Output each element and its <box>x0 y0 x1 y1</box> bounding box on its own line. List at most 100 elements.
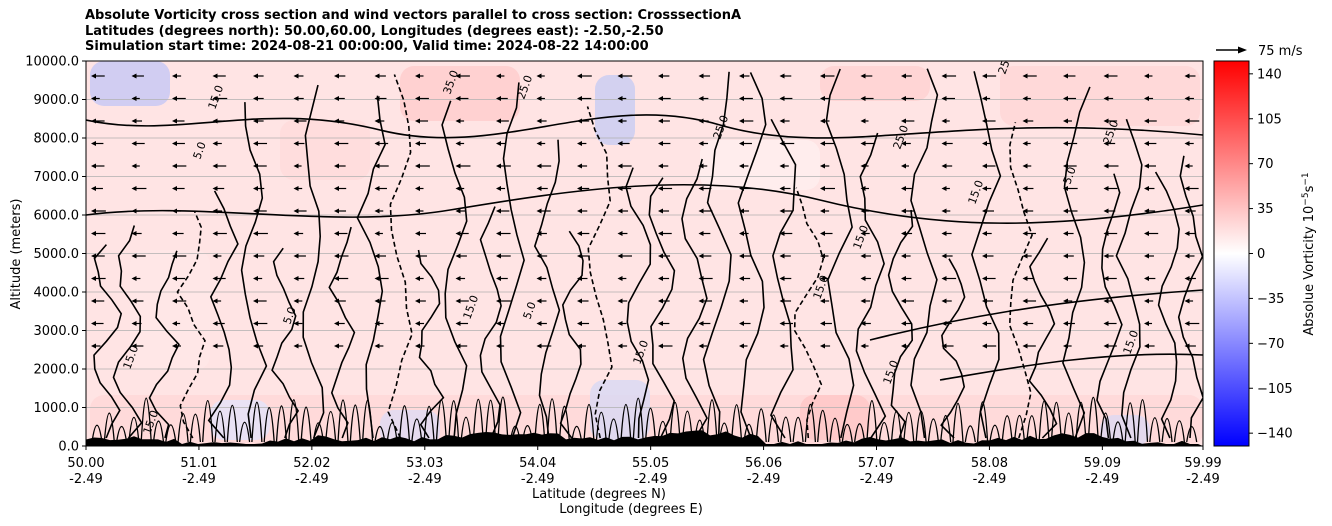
contour-line <box>1028 237 1058 439</box>
contour-line <box>825 68 855 439</box>
wind-vector-head <box>536 276 542 281</box>
wind-vector-head <box>860 96 866 101</box>
wind-vector-head <box>779 253 785 259</box>
wind-vector-head <box>455 186 461 191</box>
wind-vector-head <box>617 141 623 146</box>
wind-vector-head <box>1063 141 1068 146</box>
wind-vector-head <box>496 231 501 236</box>
contour-line <box>300 406 312 443</box>
contour-line <box>112 225 143 439</box>
wind-vector-head <box>212 253 218 259</box>
wind-vector-head <box>455 231 461 236</box>
contour-line <box>1008 122 1033 439</box>
contour-line <box>361 399 374 443</box>
wind-vector-head <box>820 253 825 259</box>
field-patch <box>820 66 930 101</box>
wind-vector-head <box>698 141 704 146</box>
wind-vector-head <box>617 96 623 101</box>
contour-line <box>730 404 743 443</box>
wind-vector-head <box>374 118 380 124</box>
wind-vector-head <box>91 231 96 236</box>
wind-vector-head <box>901 231 906 236</box>
contour-line <box>989 424 1001 443</box>
wind-vector-head <box>982 141 987 146</box>
wind-vector-head <box>941 208 947 214</box>
wind-vector-head <box>820 73 825 79</box>
wind-vectors <box>91 73 1200 349</box>
contour-line <box>976 401 989 443</box>
wind-vector-head <box>779 163 785 169</box>
contour-line <box>288 399 300 443</box>
contour-line <box>1001 415 1013 443</box>
wind-vector-head <box>334 321 339 326</box>
wind-vector-head <box>1022 321 1028 326</box>
wind-vector-head <box>1144 208 1149 214</box>
contour-line <box>940 415 952 443</box>
wind-vector-head <box>820 276 825 281</box>
x-axis-label-latitude: Latitude (degrees N) <box>532 487 666 502</box>
wind-vector-head <box>1022 118 1028 124</box>
contour-line <box>271 247 300 439</box>
field-patch <box>280 120 370 180</box>
wind-vector-head <box>658 186 663 191</box>
contour-line <box>755 408 767 443</box>
wind-vector-head <box>415 141 420 146</box>
wind-vector-head <box>901 73 906 79</box>
wind-vector-head <box>739 276 744 281</box>
wind-vector-head <box>1184 96 1190 101</box>
wind-vector-head <box>577 343 582 349</box>
contour-line <box>325 410 337 443</box>
contour-line <box>302 84 325 439</box>
contour-line <box>423 405 435 443</box>
wind-vector-head <box>577 118 582 124</box>
contour-label: 5.0 <box>191 140 209 161</box>
wind-vector-head <box>779 231 785 236</box>
wind-vector-head <box>698 73 704 79</box>
contour-label: 5.0 <box>521 300 539 321</box>
wind-vector-head <box>172 298 177 304</box>
wind-vector-head <box>779 118 785 124</box>
quiver-key: 75 m/s <box>1216 44 1303 59</box>
wind-vector-head <box>658 231 663 236</box>
wind-vector-head <box>901 276 906 281</box>
contour-line <box>681 410 694 443</box>
contour-line <box>770 118 797 439</box>
wind-vector-head <box>91 96 96 101</box>
wind-vector-head <box>455 208 461 214</box>
wind-vector-head <box>698 208 704 214</box>
wind-vector-head <box>617 73 623 79</box>
wind-vector-head <box>374 321 380 326</box>
wind-vector-head <box>455 141 461 146</box>
wind-vector-head <box>860 343 866 349</box>
wind-vector-head <box>293 231 299 236</box>
contour-line <box>460 416 472 443</box>
y-tick-label: 7000.0 <box>34 170 80 185</box>
contour-line <box>915 410 927 443</box>
wind-vector-head <box>779 298 785 304</box>
wind-vector-head <box>253 186 258 191</box>
wind-vector-head <box>860 298 866 304</box>
wind-vector-head <box>253 298 258 304</box>
wind-vector-head <box>91 276 96 281</box>
wind-vector-head <box>658 96 663 101</box>
wind-vector-head <box>617 298 623 304</box>
wind-vector-head <box>617 163 623 169</box>
title-line-1: Absolute Vorticity cross section and win… <box>85 8 742 23</box>
contour-line <box>189 413 202 443</box>
contour-line <box>706 399 718 443</box>
terrain-shape <box>86 430 1203 446</box>
wind-vector-head <box>172 118 177 124</box>
wind-vector-head <box>131 298 137 304</box>
wind-vector-head <box>860 141 866 146</box>
x-tick-label-lon: -2.49 <box>747 472 781 487</box>
contour-line <box>1115 118 1143 439</box>
wind-vector-head <box>1063 343 1068 349</box>
wind-vector-head <box>212 118 218 124</box>
contour-line <box>1075 402 1087 443</box>
wind-vector-head <box>820 186 825 191</box>
wind-vector-head <box>253 343 258 349</box>
contour-line <box>1161 418 1173 443</box>
wind-vector-head <box>1184 141 1190 146</box>
wind-vector-head <box>1144 253 1149 259</box>
wind-vector-head <box>374 298 380 304</box>
